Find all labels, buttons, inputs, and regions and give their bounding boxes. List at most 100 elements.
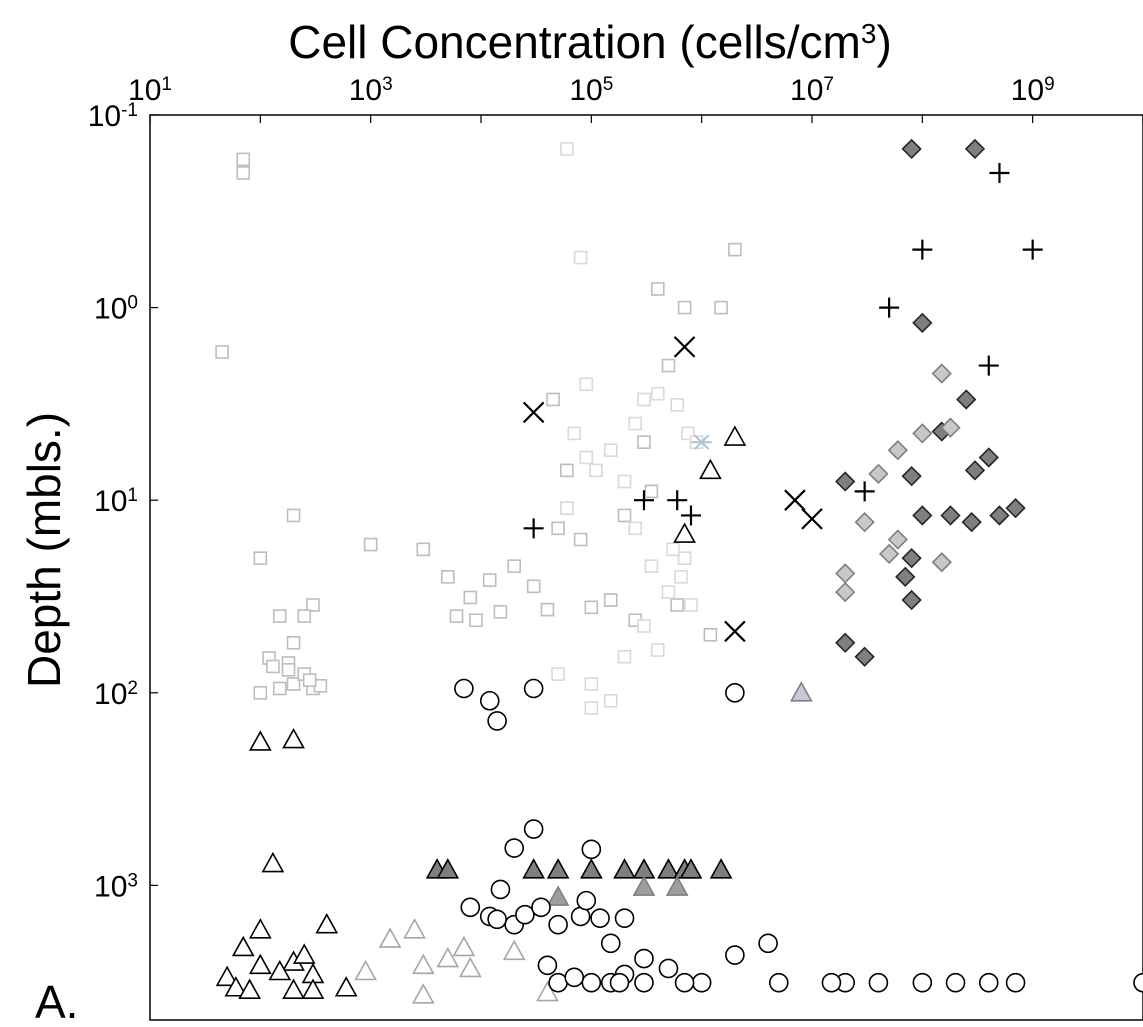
data-point-square [540,602,555,617]
data-point-square [617,508,632,523]
data-point-circle [487,909,507,930]
chart-title-end: ) [876,16,891,68]
data-point-diamond [835,632,856,653]
data-point-square [650,643,665,657]
data-point-square [573,532,588,547]
data-point-diamond [901,548,922,569]
data-point-square [363,537,378,552]
data-point-circle [548,972,568,993]
data-point-circle [576,890,597,911]
data-point-diamond [961,512,982,533]
data-point-triangle [315,913,339,934]
x-tick-label: 107 [790,74,834,108]
data-point-circle [912,972,933,993]
data-point-circle [658,958,679,979]
data-point-circle [531,897,551,918]
data-point-triangle [613,858,636,879]
data-point-square [253,685,268,700]
data-point-triangle [282,727,305,749]
data-point-square [637,435,651,450]
data-point-triangle [709,858,733,879]
data-point-triangle [789,681,813,702]
data-point-square [507,559,522,573]
data-point-triangle [224,976,248,997]
data-point-diamond [895,566,916,587]
data-point-plus [523,518,544,539]
y-axis-ticks: 10-1 100 101 102 103 [88,100,158,904]
data-point-square [644,484,659,499]
data-point-diamond [835,563,856,584]
data-point-circle [725,945,745,965]
data-point-square [567,426,582,441]
data-point-diamond [931,363,952,384]
data-point-triangle [665,875,689,896]
data-point-triangle [301,978,325,999]
data-point-circle [614,908,635,928]
data-point-triangle [436,858,460,879]
data-point-triangle [334,976,358,997]
data-point-x [724,620,746,643]
data-point-triangle [699,458,722,480]
data-point-square [253,551,268,565]
data-point-square [666,542,680,557]
data-point-triangle [436,946,460,968]
data-point-square [650,386,665,401]
data-point-square [670,598,684,612]
data-point-square [266,659,280,674]
data-point-plus [1022,239,1043,260]
data-point-square [297,609,312,623]
y-tick-label: 103 [94,870,138,904]
x-tick-label: 103 [349,74,393,108]
data-point-square [644,559,659,573]
data-point-triangle [292,943,316,964]
y-tick-label: 100 [94,292,138,326]
data-point-plus [879,297,900,318]
x-tick-label: 105 [569,74,613,108]
data-point-square [286,635,301,650]
data-point-square [670,398,684,412]
data-point-square [560,501,574,515]
x-axis-ticks: 101 103 105 107 109 [128,74,1143,123]
data-point-square [493,605,508,619]
data-point-diamond [940,417,961,438]
data-point-square [449,609,464,623]
data-point-diamond [978,447,999,468]
data-point-triangle [673,522,696,543]
data-point-triangle [238,978,262,999]
data-point-square [272,681,287,696]
data-point-square [482,573,497,587]
data-point-square [560,463,574,478]
data-point-square [603,593,618,607]
data-point-square [236,152,251,167]
data-point-diamond [854,646,875,667]
data-point-circle [581,839,602,860]
data-point-square [560,142,574,156]
data-point-triangle [403,918,426,939]
data-point-triangle [378,927,402,948]
data-point-plus [680,505,701,526]
data-point-asterisk [691,434,712,450]
data-point-circle [634,972,654,993]
data-point-diamond [835,581,856,603]
data-point-circle [674,972,695,993]
data-points [215,138,1143,1004]
data-point-circle [564,967,585,988]
data-point-circle [581,972,602,993]
data-point-square [684,598,698,612]
data-point-square [551,667,565,681]
data-point-x [522,401,545,424]
data-point-circle [725,682,745,703]
data-point-square [637,392,651,407]
data-point-diamond [912,505,933,526]
data-point-square [286,677,301,691]
data-point-diamond [835,471,856,492]
data-point-square [551,521,565,536]
data-point-diamond [878,543,900,565]
data-point-diamond [901,138,922,160]
data-point-diamond [912,312,933,333]
data-point-square [677,551,692,565]
data-point-triangle [522,858,546,879]
data-point-diamond [1005,498,1026,519]
data-point-square [661,585,676,599]
data-point-diamond [887,529,908,550]
